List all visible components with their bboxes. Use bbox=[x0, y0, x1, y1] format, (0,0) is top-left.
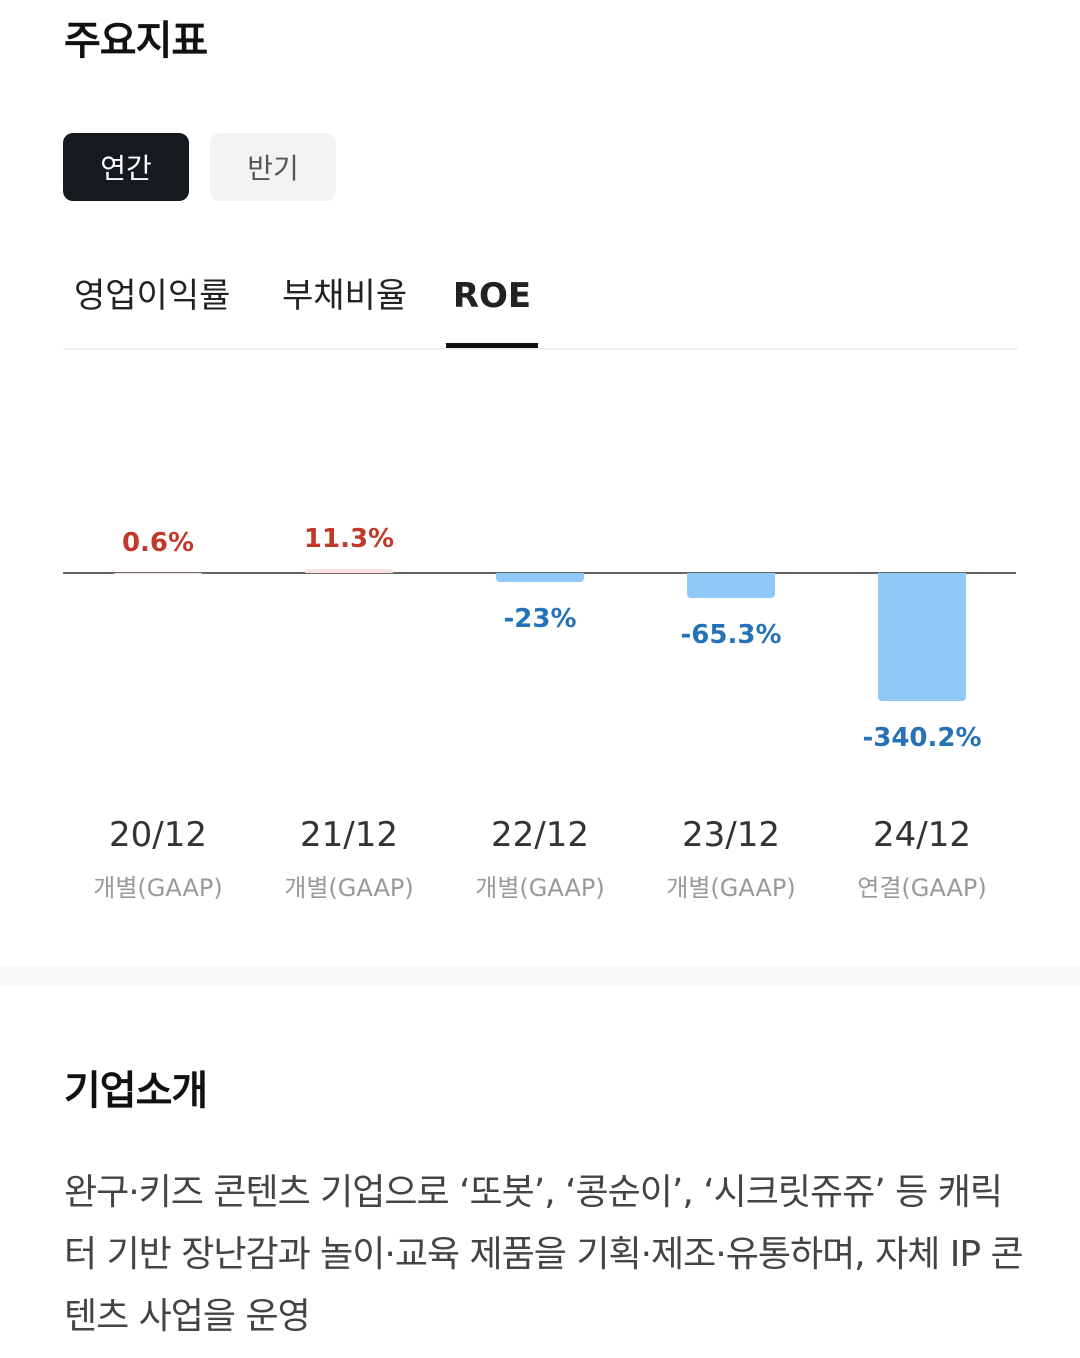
section-title-key-metrics: 주요지표 bbox=[64, 18, 208, 64]
x-tick-label: 20/12 bbox=[109, 815, 207, 855]
bar-23/12 bbox=[687, 573, 775, 598]
x-tick-sublabel: 연결(GAAP) bbox=[857, 874, 987, 902]
x-tick-label: 23/12 bbox=[682, 815, 780, 855]
section-title-company: 기업소개 bbox=[64, 1068, 208, 1114]
x-tick-label: 24/12 bbox=[873, 815, 971, 855]
roe-bar-chart: 0.6% 20/12 개별(GAAP) 11.3% 21/12 개별(GAAP) -23% 2… bbox=[0, 350, 1080, 930]
tab-debt-ratio[interactable]: 부채비율 bbox=[282, 276, 408, 316]
company-description: 완구·키즈 콘텐츠 기업으로 ‘또봇’, ‘콩순이’, ‘시크릿쥬쥬’ 등 캐릭… bbox=[64, 1172, 1024, 1337]
x-tick-label: 21/12 bbox=[300, 815, 398, 855]
value-label: -340.2% bbox=[862, 722, 982, 753]
period-annual-button[interactable]: 연간 bbox=[63, 133, 189, 201]
period-half-year-button[interactable]: 반기 bbox=[210, 133, 336, 201]
x-tick-sublabel: 개별(GAAP) bbox=[284, 874, 414, 902]
value-label: -23% bbox=[503, 603, 577, 634]
section-divider bbox=[0, 966, 1080, 986]
bar-24/12 bbox=[878, 573, 966, 701]
value-label: 0.6% bbox=[121, 527, 195, 558]
bar-22/12 bbox=[496, 573, 584, 582]
x-tick-label: 22/12 bbox=[491, 815, 589, 855]
x-tick-sublabel: 개별(GAAP) bbox=[475, 874, 605, 902]
tab-roe[interactable]: ROE bbox=[446, 270, 538, 348]
bar-21/12 bbox=[305, 568, 393, 573]
metric-tabs: 영업이익률 부채비율 ROE bbox=[63, 270, 1018, 350]
x-tick-sublabel: 개별(GAAP) bbox=[666, 874, 796, 902]
value-label: 11.3% bbox=[303, 523, 395, 554]
value-label: -65.3% bbox=[680, 619, 782, 650]
x-tick-sublabel: 개별(GAAP) bbox=[93, 874, 223, 902]
tab-operating-margin[interactable]: 영업이익률 bbox=[74, 276, 231, 316]
